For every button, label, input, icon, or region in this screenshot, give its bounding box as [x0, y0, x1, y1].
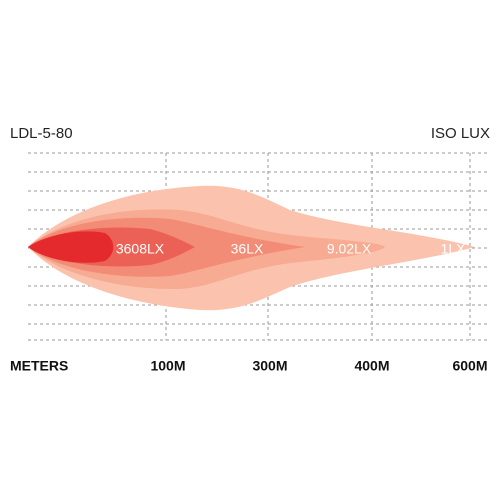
tick-label: 300M	[252, 358, 287, 374]
isolux-contours	[28, 185, 475, 311]
zone-label: 9.02LX	[327, 241, 372, 257]
axis-label: METERS	[10, 358, 68, 374]
zone-label: 36LX	[231, 241, 264, 257]
tick-label: 400M	[354, 358, 389, 374]
tick-label: 600M	[452, 358, 487, 374]
model-name: LDL-5-80	[10, 125, 73, 142]
zone-label: 1LX	[441, 241, 467, 257]
zone-label: 3608LX	[116, 241, 165, 257]
tick-label: 100M	[150, 358, 185, 374]
diagram-title: ISO LUX	[431, 125, 490, 142]
